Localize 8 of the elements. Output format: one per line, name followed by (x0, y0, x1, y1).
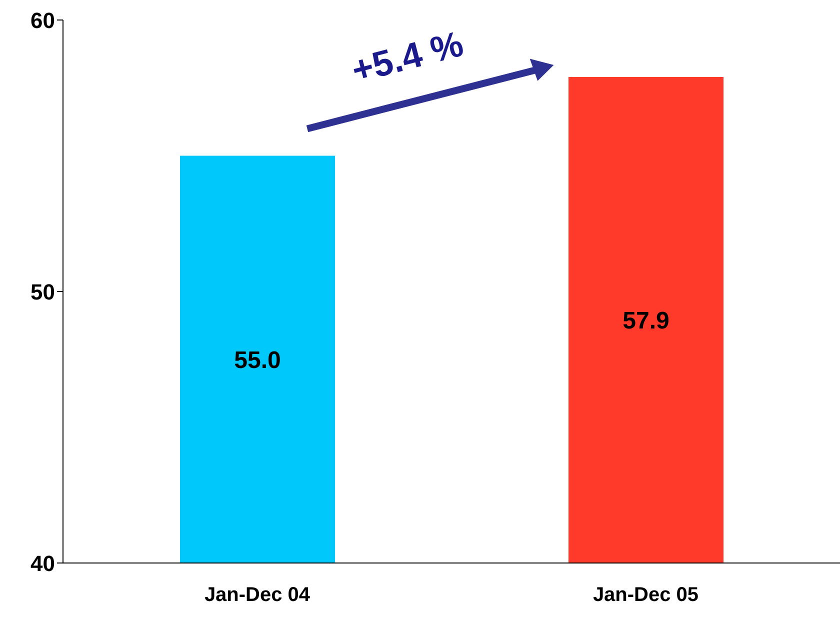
y-tick-label: 40 (30, 550, 55, 576)
y-tick-label: 60 (30, 8, 55, 33)
annotation: +5.4 % (347, 22, 468, 91)
data-label: 55.0 (234, 346, 281, 374)
x-tick-label: Jan-Dec 04 (204, 584, 311, 606)
data-label: 57.9 (622, 308, 670, 335)
x-tick-label: Jan-Dec 05 (592, 584, 699, 606)
y-tick-label: 50 (30, 279, 55, 304)
